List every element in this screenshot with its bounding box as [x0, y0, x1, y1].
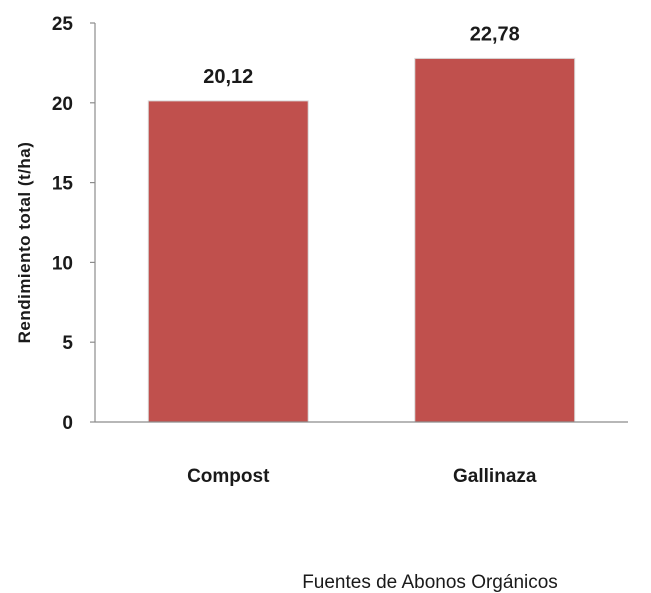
y-tick-label: 25 [52, 14, 74, 35]
bars: 20,12 22,78 [147, 23, 576, 423]
y-tick-label: 10 [52, 253, 73, 274]
data-label: 20,12 [203, 66, 253, 88]
x-tick-label: Gallinaza [453, 466, 537, 487]
y-tick-label: 5 [62, 333, 73, 354]
y-tick-label: 15 [52, 174, 74, 195]
data-label: 22,78 [470, 23, 520, 45]
x-axis: Compost Gallinaza [95, 421, 628, 487]
bar-compost [147, 100, 309, 423]
x-axis-title: Fuentes de Abonos Orgánicos [302, 572, 558, 593]
bar-gallinaza [414, 57, 576, 423]
y-tick-label: 20 [52, 94, 73, 115]
y-axis-title: Rendimiento total (t/ha) [15, 142, 34, 344]
x-tick-label: Compost [187, 466, 270, 487]
y-axis: 0 5 10 15 20 25 [52, 14, 96, 434]
y-tick-label: 0 [62, 413, 73, 434]
